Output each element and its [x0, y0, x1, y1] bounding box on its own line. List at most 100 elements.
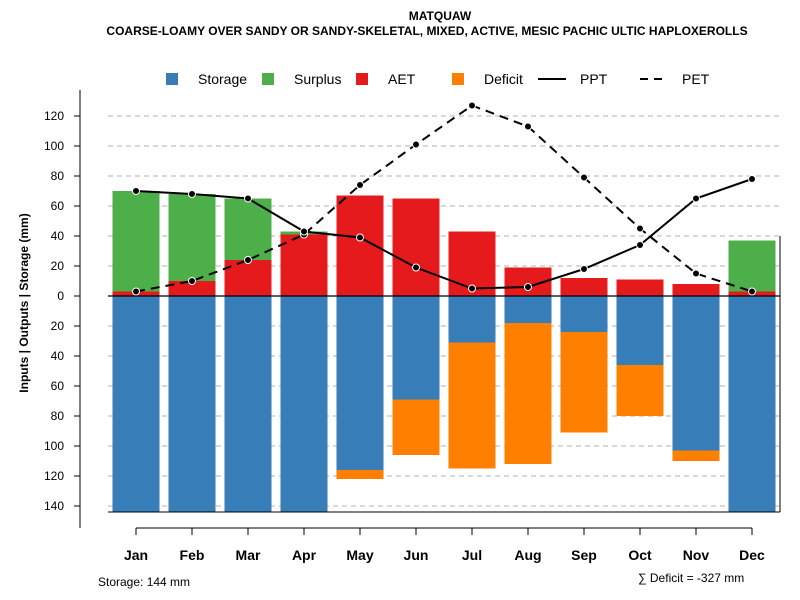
ppt-point [692, 194, 700, 203]
pet-point [580, 173, 588, 182]
pet-point [524, 122, 532, 131]
pet-point [356, 181, 364, 189]
x-tick-label: Mar [236, 547, 261, 563]
gridlines [108, 115, 780, 507]
lines [132, 101, 756, 296]
chart-title: MATQUAW [409, 9, 472, 23]
y-tick-label: 100 [44, 439, 64, 453]
x-tick-label: Oct [628, 547, 652, 563]
ppt-point [132, 187, 140, 195]
aet-bar [280, 234, 328, 296]
deficit-bar [560, 332, 608, 433]
deficit-bar [336, 470, 384, 479]
storage-bar [224, 296, 272, 512]
ppt-point [580, 265, 588, 273]
y-tick-label: 0 [57, 289, 64, 303]
storage-bar [672, 296, 720, 451]
y-tick-label: 80 [51, 409, 65, 423]
y-tick-label: 100 [44, 139, 64, 153]
legend-swatch [262, 73, 274, 85]
pet-point [692, 269, 700, 278]
storage-bar [504, 296, 552, 323]
y-tick-label: 40 [51, 229, 65, 243]
pet-point [636, 224, 644, 233]
legend-label: PET [682, 71, 710, 87]
surplus-bar [168, 194, 216, 281]
pet-line [135, 104, 753, 293]
storage-bar [336, 296, 384, 470]
x-tick-label: Aug [514, 547, 541, 563]
x-tick-label: Dec [739, 547, 765, 563]
aet-bar [392, 198, 440, 296]
legend-swatch [356, 73, 368, 85]
x-tick-label: Sep [571, 547, 597, 563]
surplus-bar [112, 191, 160, 292]
legend-label: Deficit [484, 71, 523, 87]
legend-label: PPT [580, 71, 608, 87]
legend-swatch [166, 73, 178, 85]
y-tick-label: 20 [51, 259, 65, 273]
ppt-point [412, 263, 420, 272]
aet-bar [616, 279, 664, 296]
x-tick-label: Jul [462, 547, 482, 563]
x-tick-label: May [346, 547, 373, 563]
axes: 120 100 80 60 40 20 0 20 40 60 80 100 120 140 Jan Feb Ma… [44, 90, 781, 563]
deficit-note: ∑ Deficit = -327 mm [638, 571, 744, 585]
legend-label: Storage [198, 71, 247, 87]
x-tick-label: Feb [180, 547, 205, 563]
legend-label: AET [388, 71, 416, 87]
storage-bar [560, 296, 608, 332]
y-tick-label: 120 [44, 469, 64, 483]
ppt-point [188, 190, 196, 198]
ppt-point [468, 284, 476, 293]
y-axis-label: Inputs | Outputs | Storage (mm) [17, 213, 31, 392]
deficit-bar [504, 323, 552, 464]
y-tick-label: 60 [51, 379, 65, 393]
pet-point [412, 140, 420, 149]
ppt-point [636, 241, 644, 249]
deficit-bar [448, 342, 496, 469]
pet-point [748, 287, 756, 296]
storage-bar [448, 296, 496, 343]
y-tick-label: 80 [51, 169, 65, 183]
x-tick-label: Jan [124, 547, 148, 563]
x-tick-label: Nov [683, 547, 710, 563]
storage-bar [392, 296, 440, 400]
pet-point [244, 256, 252, 264]
storage-bar [168, 296, 216, 512]
deficit-bar [392, 399, 440, 455]
legend-swatch [452, 73, 464, 85]
aet-bar [224, 260, 272, 296]
pet-point [468, 101, 476, 110]
aet-bar [560, 278, 608, 296]
ppt-point [300, 227, 308, 236]
ppt-point [356, 233, 364, 242]
ppt-point [524, 283, 532, 291]
storage-bar [280, 296, 328, 512]
storage-bar [616, 296, 664, 365]
storage-bar [728, 296, 776, 512]
chart-subtitle: COARSE-LOAMY OVER SANDY OR SANDY-SKELETA… [106, 24, 747, 38]
aet-bar [672, 284, 720, 296]
bars [112, 191, 776, 512]
legend: Storage Surplus AET Deficit PPT PET [166, 71, 710, 87]
y-tick-label: 40 [51, 349, 65, 363]
aet-bar [168, 281, 216, 296]
x-tick-label: Apr [292, 547, 317, 563]
deficit-bar [672, 450, 720, 461]
y-tick-label: 60 [51, 199, 65, 213]
deficit-bar [616, 365, 664, 416]
y-tick-label: 140 [44, 499, 64, 513]
x-tick-label: Jun [404, 547, 429, 563]
legend-label: Surplus [294, 71, 341, 87]
storage-note: Storage: 144 mm [98, 575, 190, 589]
y-tick-label: 120 [44, 109, 64, 123]
ppt-point [748, 175, 756, 183]
surplus-bar [728, 240, 776, 292]
y-tick-label: 20 [51, 319, 65, 333]
pet-point [188, 277, 196, 285]
ppt-line [135, 178, 753, 290]
storage-bar [112, 296, 160, 512]
pet-point [132, 287, 140, 296]
